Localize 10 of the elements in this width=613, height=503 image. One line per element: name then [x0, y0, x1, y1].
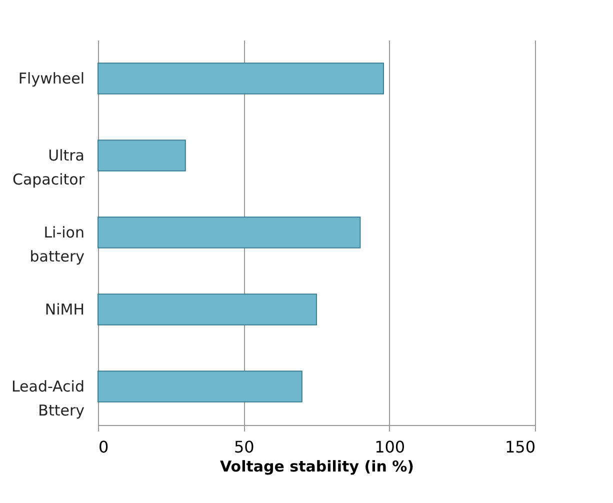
x-tick-label: 50 — [234, 438, 254, 456]
y-tick-label: Flywheel — [18, 70, 84, 88]
x-tick-label: 0 — [98, 438, 109, 456]
x-tick-label: 150 — [504, 438, 536, 456]
y-tick-label: Lead-Acid Bttery — [11, 378, 85, 420]
x-tick-label: 100 — [374, 438, 406, 456]
y-tick-label: NiMH — [44, 300, 84, 318]
x-axis-title: Voltage stability (in %) — [220, 458, 414, 476]
y-tick-label: Li-ion battery — [30, 224, 85, 266]
y-tick-label: Ultra Capacitor — [12, 146, 86, 188]
